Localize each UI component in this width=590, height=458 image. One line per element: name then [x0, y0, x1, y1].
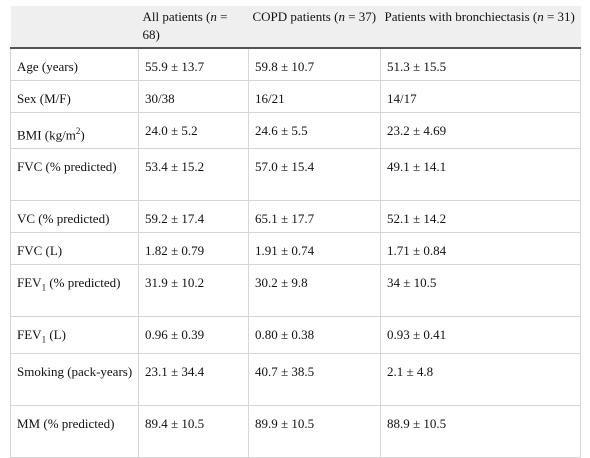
- cell-copd: 65.1 ± 17.7: [248, 200, 381, 234]
- header-copd-patients: COPD patients (n = 37): [252, 9, 377, 24]
- cell-bronchiectasis: 1.71 ± 0.84: [380, 232, 581, 266]
- cell-copd: 40.7 ± 38.5: [248, 353, 381, 406]
- cell-bronchiectasis: 34 ± 10.5: [380, 264, 581, 318]
- row-label: Smoking (pack-years): [10, 353, 139, 406]
- header-row: All patients (n = 68) COPD patients (n =…: [10, 6, 581, 48]
- row-label: FVC (L): [10, 232, 139, 266]
- row-label: VC (% predicted): [10, 200, 139, 234]
- cell-copd: 89.9 ± 10.5: [248, 405, 381, 458]
- cell-copd: 30.2 ± 9.8: [248, 264, 381, 318]
- cell-all: 31.9 ± 10.2: [138, 264, 249, 318]
- table-row-fev1-percent: FEV1 (% predicted) 31.9 ± 10.2 30.2 ± 9.…: [10, 264, 581, 318]
- table-row-fvc-percent: FVC (% predicted) 53.4 ± 15.2 57.0 ± 15.…: [10, 148, 581, 202]
- cell-copd: 16/21: [248, 80, 381, 113]
- table-row-age: Age (years) 55.9 ± 13.7 59.8 ± 10.7 51.3…: [10, 48, 581, 81]
- row-label: BMI (kg/m2): [10, 112, 139, 150]
- table-row-fvc-litres: FVC (L) 1.82 ± 0.79 1.91 ± 0.74 1.71 ± 0…: [10, 232, 581, 266]
- cell-bronchiectasis: 88.9 ± 10.5: [380, 405, 581, 458]
- table-row-vc-percent: VC (% predicted) 59.2 ± 17.4 65.1 ± 17.7…: [10, 200, 581, 234]
- cell-all: 24.0 ± 5.2: [138, 112, 249, 150]
- cell-bronchiectasis: 0.93 ± 0.41: [380, 316, 581, 354]
- row-label: FEV1 (L): [10, 316, 139, 354]
- table-row-bmi: BMI (kg/m2) 24.0 ± 5.2 24.6 ± 5.5 23.2 ±…: [10, 112, 581, 150]
- cell-bronchiectasis: 49.1 ± 14.1: [380, 148, 581, 202]
- table-body: Age (years) 55.9 ± 13.7 59.8 ± 10.7 51.3…: [10, 48, 581, 458]
- cell-all: 89.4 ± 10.5: [138, 405, 249, 458]
- table-header: All patients (n = 68) COPD patients (n =…: [10, 6, 581, 48]
- cell-copd: 1.91 ± 0.74: [248, 232, 381, 266]
- cell-bronchiectasis: 23.2 ± 4.69: [380, 112, 581, 150]
- row-label: FEV1 (% predicted): [10, 264, 139, 318]
- row-label: Age (years): [10, 48, 139, 81]
- cell-bronchiectasis: 52.1 ± 14.2: [380, 200, 581, 234]
- patient-characteristics-table: All patients (n = 68) COPD patients (n =…: [10, 6, 581, 458]
- table-row-fev1-litres: FEV1 (L) 0.96 ± 0.39 0.80 ± 0.38 0.93 ± …: [10, 316, 581, 354]
- cell-copd: 0.80 ± 0.38: [248, 316, 381, 354]
- cell-all: 30/38: [138, 80, 249, 113]
- table-row-smoking: Smoking (pack-years) 23.1 ± 34.4 40.7 ± …: [10, 353, 581, 406]
- cell-bronchiectasis: 51.3 ± 15.5: [380, 48, 581, 81]
- cell-all: 53.4 ± 15.2: [138, 148, 249, 202]
- header-all-patients: All patients (n = 68): [142, 9, 228, 42]
- cell-all: 55.9 ± 13.7: [138, 48, 249, 81]
- cell-all: 59.2 ± 17.4: [138, 200, 249, 234]
- row-label: Sex (M/F): [10, 80, 139, 113]
- header-empty-cell: [11, 6, 139, 48]
- cell-all: 0.96 ± 0.39: [138, 316, 249, 354]
- cell-bronchiectasis: 2.1 ± 4.8: [380, 353, 581, 406]
- table-row-mm: MM (% predicted) 89.4 ± 10.5 89.9 ± 10.5…: [10, 405, 581, 458]
- cell-copd: 24.6 ± 5.5: [248, 112, 381, 150]
- cell-copd: 57.0 ± 15.4: [248, 148, 381, 202]
- cell-all: 1.82 ± 0.79: [138, 232, 249, 266]
- cell-all: 23.1 ± 34.4: [138, 353, 249, 406]
- cell-copd: 59.8 ± 10.7: [248, 48, 381, 81]
- cell-bronchiectasis: 14/17: [380, 80, 581, 113]
- header-bronchiectasis-patients: Patients with bronchiectasis (n = 31): [384, 9, 575, 24]
- row-label: FVC (% predicted): [10, 148, 139, 202]
- row-label: MM (% predicted): [10, 405, 139, 458]
- table-row-sex: Sex (M/F) 30/38 16/21 14/17: [10, 80, 581, 113]
